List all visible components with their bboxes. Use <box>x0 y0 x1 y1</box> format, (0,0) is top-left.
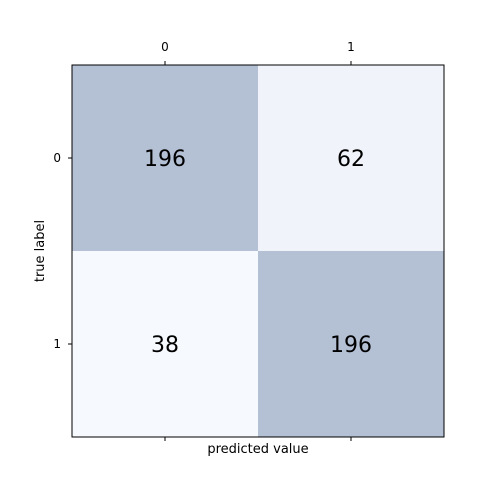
heatmap-cell-0-0 <box>72 65 259 252</box>
cells-layer <box>72 65 445 438</box>
cell-value-0-1: 62 <box>337 147 365 172</box>
cell-value-1-1: 196 <box>330 333 372 358</box>
heatmap-cell-1-1 <box>258 251 445 438</box>
x-tick-label-1: 1 <box>347 40 355 54</box>
x-tick-label-0: 0 <box>161 40 169 54</box>
cell-value-0-0: 196 <box>144 147 186 172</box>
plot-frame <box>71 64 445 438</box>
x-axis-label: predicted value <box>207 442 308 457</box>
y-tick-label-1: 1 <box>53 337 61 351</box>
cell-labels-layer: 196 62 38 196 <box>144 147 372 358</box>
heatmap-cell-0-1 <box>258 65 445 252</box>
heatmap-cell-1-0 <box>72 251 259 438</box>
y-axis-label: true label <box>33 220 48 282</box>
cell-value-1-0: 38 <box>151 333 179 358</box>
y-tick-label-0: 0 <box>53 151 61 165</box>
ticks-layer: 0 1 0 1 <box>53 40 355 441</box>
